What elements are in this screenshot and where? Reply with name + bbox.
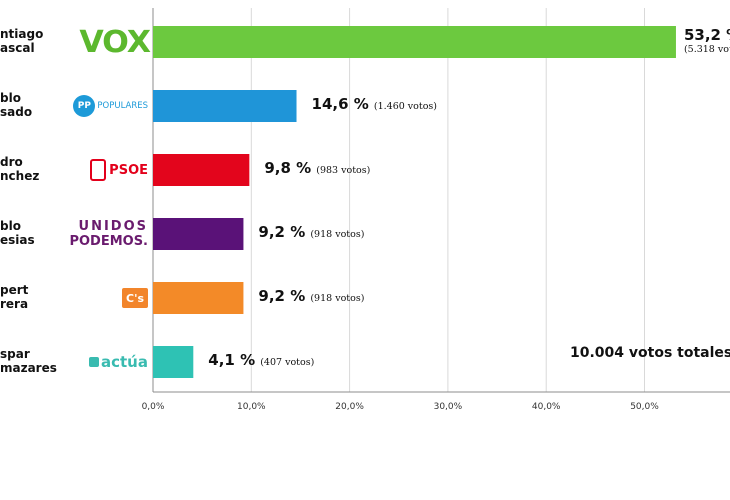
bar-3 (153, 218, 244, 250)
data-label-3: 9,2 % (918 votos) (258, 222, 364, 241)
x-tick-label-4: 40,0% (531, 402, 561, 412)
bar-4 (153, 282, 244, 314)
data-label-votes: (918 votos) (310, 229, 365, 240)
vox-logo: VOX (79, 25, 151, 60)
psoe-logo: PSOE (88, 158, 148, 182)
data-label-percent: 9,2 % (258, 287, 306, 305)
candidate-label-3: blo esias (0, 219, 35, 247)
candidate-label-5: spar mazares (0, 347, 57, 375)
x-tick-label-3: 30,0% (433, 402, 463, 412)
data-label-votes: (5.318 votos) (683, 44, 730, 55)
candidate-label-line: spar (0, 347, 30, 361)
podemos-text: PODEMOS. (69, 233, 148, 249)
candidate-label-0: ntiago ascal (0, 27, 43, 55)
data-label-percent: 9,8 % (264, 159, 312, 177)
data-label-4: 9,2 % (918 votos) (258, 286, 364, 305)
candidate-label-4: pert rera (0, 283, 28, 311)
pp-logo: PP POPULARES (64, 93, 148, 119)
rose-icon (90, 159, 107, 181)
candidate-label-line: mazares (0, 361, 57, 375)
vox-logo-text: VOX (79, 24, 151, 60)
candidate-label-line: pert (0, 283, 29, 297)
candidate-label-line: blo (0, 91, 21, 105)
total-votes-annotation: 10.004 votos totales (570, 345, 730, 361)
x-tick-label-0: 0,0% (141, 402, 165, 412)
data-label-percent: 14,6 % (311, 95, 369, 113)
bar-1 (153, 90, 297, 122)
psoe-logo-text: PSOE (109, 162, 148, 178)
candidate-label-2: dro nchez (0, 155, 39, 183)
actua-mark-icon (89, 357, 99, 367)
unidos-podemos-logo: UNIDOS PODEMOS. (52, 218, 148, 250)
unidos-text: UNIDOS (78, 218, 148, 234)
bar-0 (153, 26, 676, 58)
pp-badge-text: PP (77, 101, 91, 111)
candidate-label-line: sado (0, 105, 33, 119)
data-label-votes: (407 votos) (260, 357, 315, 368)
candidate-label-line: ntiago (0, 27, 44, 41)
pp-badge: PP (73, 95, 96, 117)
x-tick-label-1: 10,0% (237, 402, 266, 412)
candidate-label-line: ascal (0, 41, 35, 55)
data-label-percent: 53,2 % (683, 26, 730, 44)
data-label-percent: 4,1 % (208, 351, 256, 369)
data-label-1: 14,6 % (1.460 votos) (312, 94, 438, 113)
data-label-2: 9,8 % (983 votos) (264, 158, 370, 177)
data-label-votes: (1.460 votos) (373, 101, 438, 112)
bar-2 (153, 154, 250, 186)
cs-logo-text: C's (126, 291, 144, 305)
cs-badge: C's (122, 288, 148, 308)
data-label-0: 53,2 %(5.318 votos) (684, 26, 730, 55)
pp-logo-text: POPULARES (97, 101, 148, 111)
bar-5 (153, 346, 194, 378)
candidate-label-line: nchez (0, 169, 40, 183)
data-label-votes: (983 votos) (316, 165, 371, 176)
x-tick-label-5: 50,0% (630, 402, 659, 412)
candidate-label-line: dro (0, 155, 23, 169)
data-label-5: 4,1 % (407 votos) (208, 350, 314, 369)
actua-logo-text: actúa (101, 353, 148, 371)
cs-logo: C's (118, 283, 152, 313)
actua-logo: actúa (86, 351, 148, 373)
data-label-votes: (918 votos) (310, 293, 365, 304)
candidate-label-line: esias (0, 233, 35, 247)
candidate-label-line: blo (0, 219, 21, 233)
data-label-percent: 9,2 % (258, 223, 306, 241)
x-tick-label-2: 20,0% (335, 402, 364, 412)
candidate-label-line: rera (0, 297, 29, 311)
candidate-label-1: blo sado (0, 91, 32, 119)
